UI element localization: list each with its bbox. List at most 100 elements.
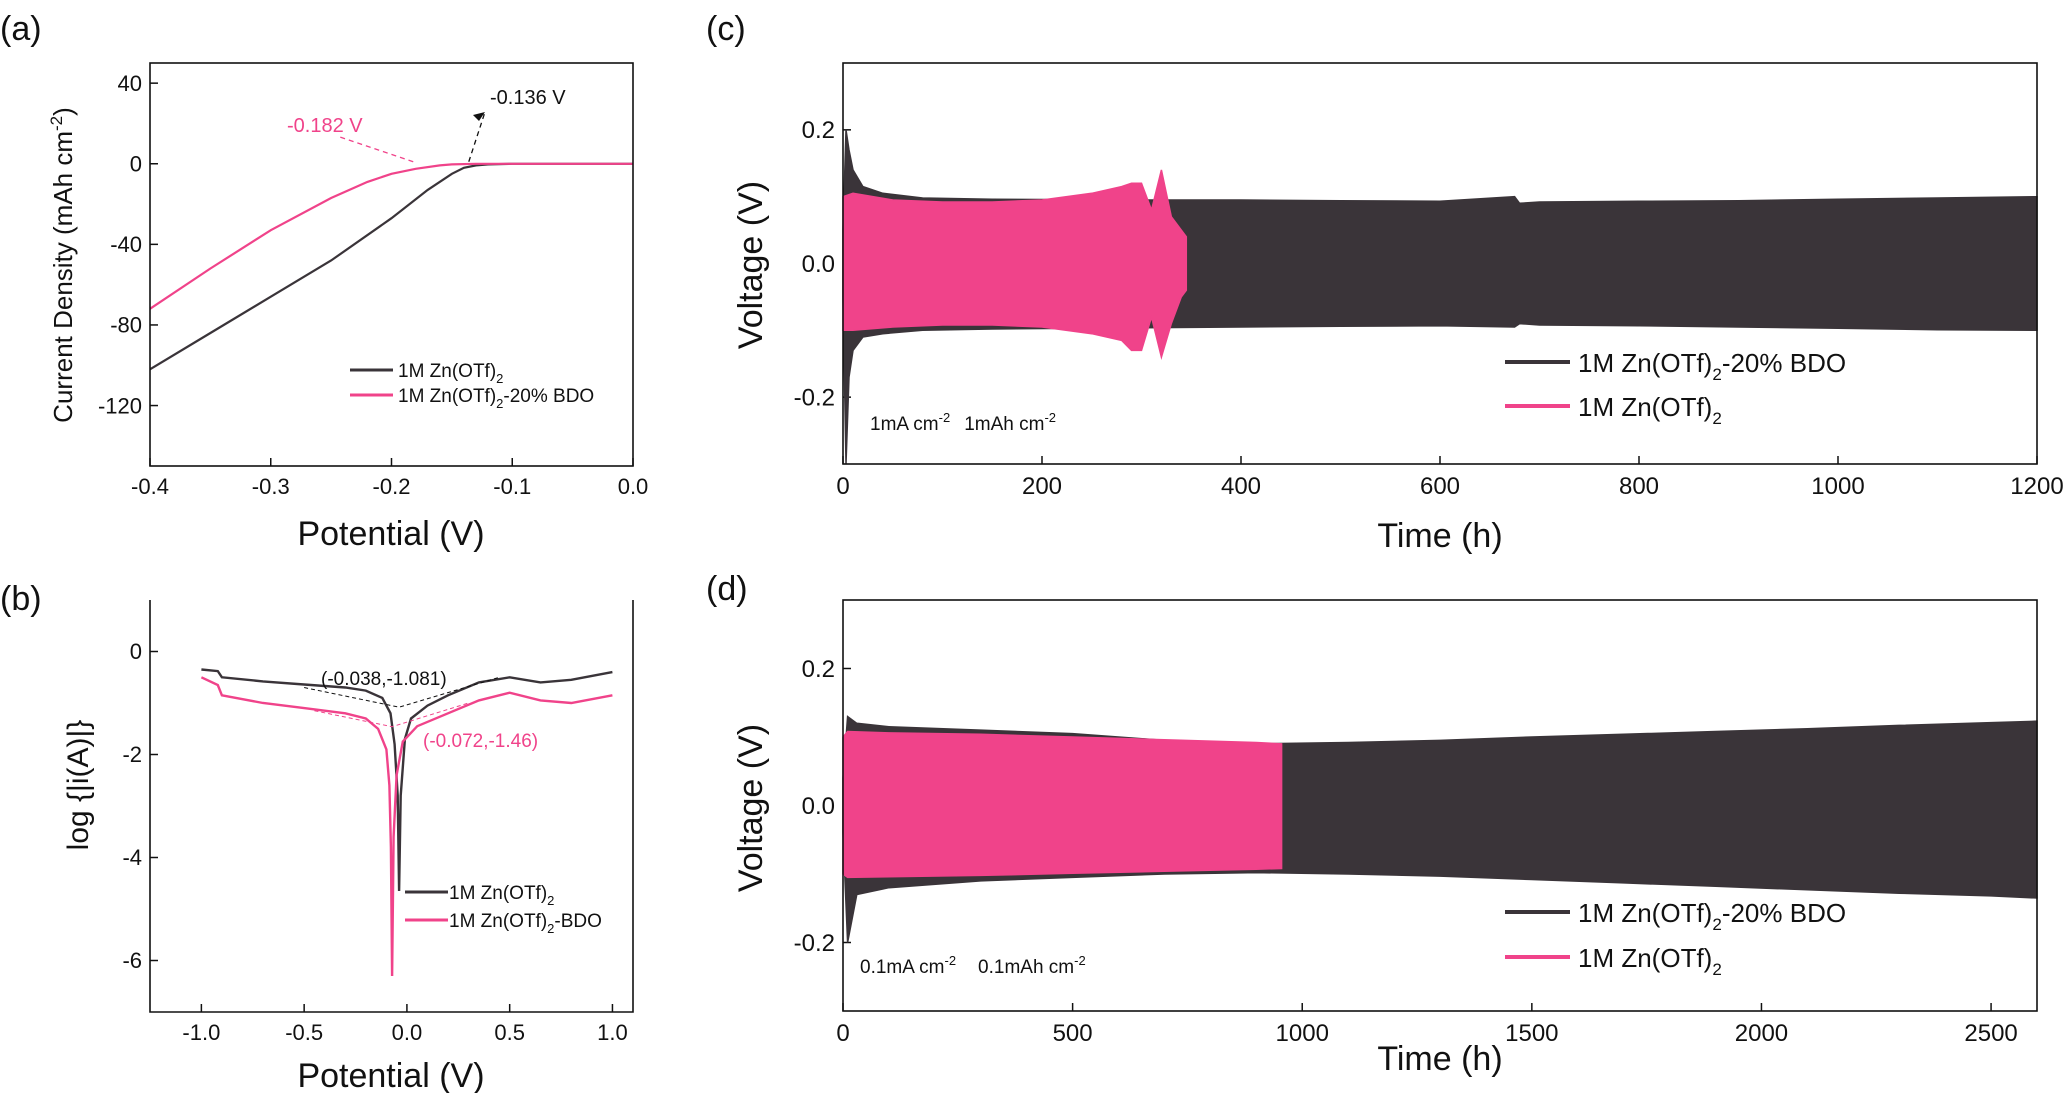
panel-b: (b) -1.0 -0.5 0.0 0.5 1.0 0 -2 -4 -6 Potential (…	[0, 580, 634, 1093]
panel-b-ylabel: log {|i(A)|}	[62, 720, 95, 851]
panel-a-ylabel-end: )	[48, 107, 78, 116]
annotation-a-black: -0.136 V	[490, 87, 566, 109]
legend-a-pink-name: 1M Zn(OTf)	[398, 386, 496, 407]
panel-a-ylabel: Current Density (mAh cm-2)	[47, 107, 78, 423]
legend-c-pink-sub: 2	[1712, 409, 1721, 428]
x-tick-label: -0.1	[493, 474, 531, 499]
legend-c-black-name: 1M Zn(OTf)	[1578, 348, 1712, 378]
y-tick-label: 0.0	[802, 793, 835, 820]
x-tick-label: 2000	[1735, 1020, 1788, 1047]
panel-a-ylabel-main: Current Density (mAh cm	[48, 131, 78, 423]
legend-d-black-end: -20% BDO	[1722, 898, 1846, 928]
x-tick-label: 800	[1619, 473, 1659, 500]
panel-a-legend: 1M Zn(OTf)2 1M Zn(OTf)2-20% BDO	[350, 361, 594, 411]
y-tick-label: 0	[130, 151, 142, 176]
annotation-b-black: (-0.038,-1.081)	[321, 669, 447, 690]
x-tick-label: 400	[1221, 473, 1261, 500]
x-tick-label: -0.5	[285, 1020, 323, 1045]
y-tick-label: 0	[130, 639, 142, 664]
panel-d: (d) 0 500 1000 1500 2000 2500 0.2 0.0 -0.2 Time …	[706, 570, 2038, 1078]
y-tick-label: 0.2	[802, 656, 835, 683]
legend-b-pink-name: 1M Zn(OTf)	[449, 911, 547, 932]
y-tick-label: -4	[122, 845, 142, 870]
y-tick-label: 0.2	[802, 117, 835, 144]
x-tick-label: 1000	[1811, 473, 1864, 500]
legend-b-black-label: 1M Zn(OTf)2	[449, 883, 554, 908]
legend-c-black-sub: 2	[1712, 365, 1721, 384]
series-line-pink	[149, 162, 633, 310]
annotation-a-black-arrowhead	[473, 112, 485, 121]
x-tick-label: -0.3	[252, 474, 290, 499]
x-tick-label: 0	[836, 473, 849, 500]
legend-b-black-sub: 2	[547, 893, 554, 908]
panel-c-condition-2-sup: -2	[1044, 410, 1056, 425]
panel-d-plot-area: 0 500 1000 1500 2000 2500 0.2 0.0 -0.2	[794, 656, 2038, 1047]
legend-d-pink-name: 1M Zn(OTf)	[1578, 943, 1712, 973]
x-tick-label: 0.0	[392, 1020, 423, 1045]
panel-d-xlabel: Time (h)	[1377, 1040, 1502, 1078]
series-line-pink	[200, 676, 613, 977]
panel-b-xlabel: Potential (V)	[297, 1057, 484, 1093]
y-tick-label: -0.2	[794, 930, 835, 957]
x-tick-label: 1.0	[597, 1020, 628, 1045]
panel-c: (c) 0 200 400 600 800 1000 1200 0.2 0.0 -0.2 Time…	[706, 10, 2064, 555]
legend-d-black-label: 1M Zn(OTf)2-20% BDO	[1578, 898, 1846, 934]
legend-d-pink-sub: 2	[1712, 960, 1721, 979]
x-tick-label: 500	[1053, 1020, 1093, 1047]
legend-d-black-name: 1M Zn(OTf)	[1578, 898, 1712, 928]
panel-d-condition-1: 0.1mA cm	[860, 957, 944, 978]
panel-a-frame	[149, 62, 634, 467]
legend-c-pink-name: 1M Zn(OTf)	[1578, 392, 1712, 422]
series-line-black	[201, 668, 613, 892]
panel-a-xlabel: Potential (V)	[297, 515, 484, 553]
panel-d-letter: (d)	[706, 570, 748, 608]
legend-c-pink-label: 1M Zn(OTf)2	[1578, 392, 1722, 428]
panel-c-condition-2: 1mAh cm	[964, 414, 1044, 435]
x-tick-label: 0.5	[494, 1020, 525, 1045]
panel-d-condition-2: 0.1mAh cm	[978, 957, 1074, 978]
annotation-a-pink: -0.182 V	[287, 115, 363, 137]
panel-c-xlabel: Time (h)	[1377, 517, 1502, 555]
y-tick-label: -2	[122, 742, 142, 767]
x-tick-label: -0.4	[131, 474, 169, 499]
x-tick-label: 200	[1022, 473, 1062, 500]
legend-a-pink-sub: 2	[496, 396, 503, 411]
legend-a-black-sub: 2	[496, 371, 503, 386]
panel-c-legend: 1M Zn(OTf)2-20% BDO 1M Zn(OTf)2	[1505, 348, 1846, 428]
legend-c-black-end: -20% BDO	[1722, 348, 1846, 378]
panel-c-condition-1-sup: -2	[939, 410, 951, 425]
legend-d-black-sub: 2	[1712, 915, 1721, 934]
x-tick-label: 600	[1420, 473, 1460, 500]
panel-b-plot-area: -1.0 -0.5 0.0 0.5 1.0 0 -2 -4 -6	[122, 639, 627, 1045]
x-tick-label: 0	[836, 1020, 849, 1047]
panel-c-frame	[842, 62, 2038, 465]
panel-d-legend: 1M Zn(OTf)2-20% BDO 1M Zn(OTf)2	[1505, 898, 1846, 979]
x-tick-label: -1.0	[182, 1020, 220, 1045]
annotation-a-black-arrow	[468, 111, 486, 162]
legend-b-black-name: 1M Zn(OTf)	[449, 883, 547, 904]
panel-d-condition-2-sup: -2	[1074, 953, 1086, 968]
panel-c-condition-1: 1mA cm	[870, 414, 939, 435]
panel-c-letter: (c)	[706, 10, 746, 48]
panel-d-frame	[842, 599, 2038, 1012]
panel-c-condition: 1mA cm-2 1mAh cm-2	[870, 410, 1056, 435]
panel-b-letter: (b)	[0, 580, 42, 618]
legend-a-pink-label: 1M Zn(OTf)2-20% BDO	[398, 386, 594, 411]
panel-b-frame	[149, 600, 634, 1013]
x-tick-label: 1200	[2010, 473, 2063, 500]
y-tick-label: 40	[118, 71, 142, 96]
panel-c-plot-area: 0 200 400 600 800 1000 1200 0.2 0.0 -0.2	[794, 117, 2064, 500]
legend-b-pink-sub: 2	[547, 921, 554, 936]
y-tick-label: -40	[110, 232, 142, 257]
y-tick-label: -80	[110, 313, 142, 338]
panel-a-plot-area: -0.4 -0.3 -0.2 -0.1 0.0 40 0 -40 -80 -120	[98, 71, 648, 499]
x-tick-label: 0.0	[618, 474, 649, 499]
legend-d-pink-label: 1M Zn(OTf)2	[1578, 943, 1722, 979]
legend-a-black-label: 1M Zn(OTf)2	[398, 361, 503, 386]
legend-b-pink-label: 1M Zn(OTf)2-BDO	[449, 911, 602, 936]
x-tick-label: 2500	[1964, 1020, 2017, 1047]
series-line-black	[149, 162, 633, 371]
panel-a: (a) -0.4 -0.3 -0.2 -0.1 0.0 40 0 -40 -80 -120 Pot…	[0, 10, 648, 553]
panel-d-ylabel: Voltage (V)	[732, 724, 770, 892]
